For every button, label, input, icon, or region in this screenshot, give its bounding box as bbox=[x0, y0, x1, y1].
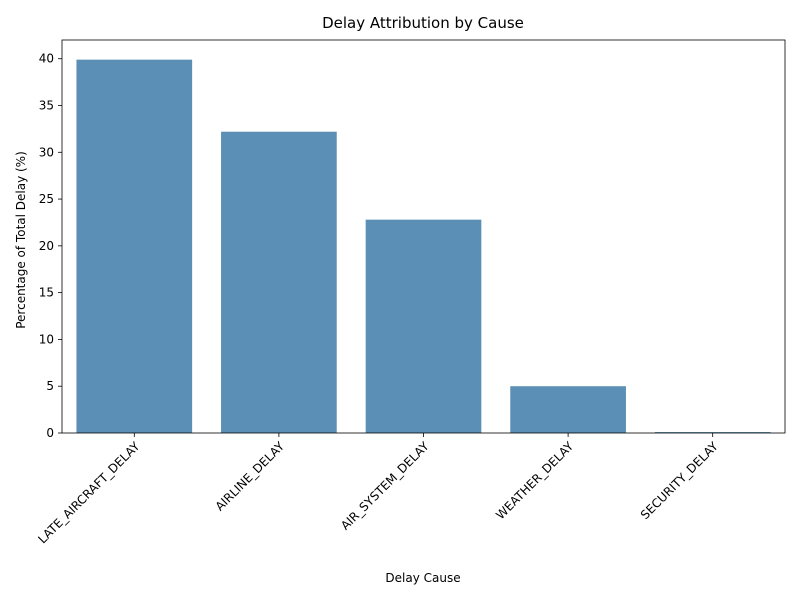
y-tick-label: 40 bbox=[39, 52, 54, 66]
chart-title: Delay Attribution by Cause bbox=[322, 14, 524, 32]
bar-airline-delay bbox=[221, 131, 337, 433]
x-tick-label: SECURITY_DELAY bbox=[638, 439, 721, 522]
y-tick-label: 15 bbox=[39, 286, 54, 300]
x-tick-label: WEATHER_DELAY bbox=[493, 439, 576, 522]
y-tick-label: 10 bbox=[39, 332, 54, 346]
bar-weather-delay bbox=[510, 386, 626, 433]
y-tick-label: 0 bbox=[46, 426, 54, 440]
bar-security-delay bbox=[654, 432, 771, 433]
y-tick-label: 30 bbox=[39, 145, 54, 159]
x-axis-label: Delay Cause bbox=[385, 571, 460, 585]
plot-area: 0 5 10 15 20 25 30 35 40 LATE_AIRCRAFT_DELAY AIRLI… bbox=[35, 39, 786, 547]
y-axis-label: Percentage of Total Delay (%) bbox=[14, 151, 28, 329]
x-tick-label: AIRLINE_DELAY bbox=[213, 439, 288, 514]
x-tick-label: LATE_AIRCRAFT_DELAY bbox=[35, 439, 143, 547]
y-tick-label: 5 bbox=[46, 379, 54, 393]
bar-air-system-delay bbox=[365, 219, 482, 433]
y-tick-label: 20 bbox=[39, 239, 54, 253]
y-tick-label: 25 bbox=[39, 192, 54, 206]
bar-late-aircraft-delay bbox=[76, 59, 193, 434]
y-tick-label: 35 bbox=[39, 99, 54, 113]
x-tick-label: AIR_SYSTEM_DELAY bbox=[338, 439, 432, 533]
